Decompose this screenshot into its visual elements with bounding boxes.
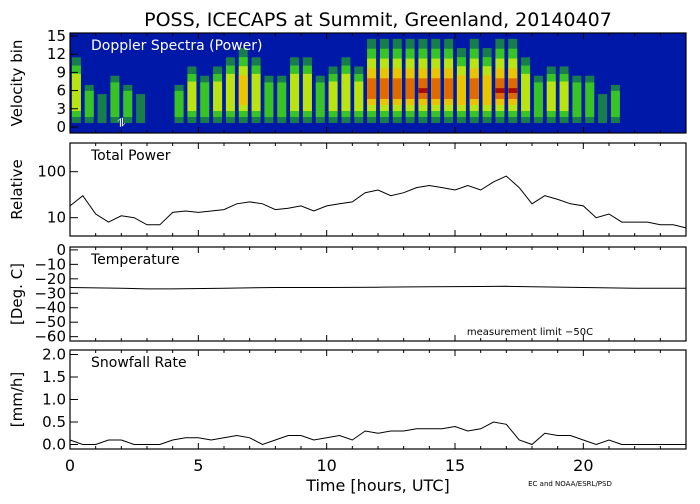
spectra-cell [418, 88, 428, 93]
spectra-cell [392, 78, 402, 99]
panel-label: Temperature [90, 252, 180, 268]
spectra-cell [585, 82, 595, 117]
y-tick-label: 1.5 [42, 368, 66, 386]
spectra-cell [290, 73, 300, 111]
x-tick-label: 0 [65, 456, 75, 475]
y-tick-label: 0 [56, 241, 66, 259]
y-tick-label: 9 [56, 63, 66, 81]
y-tick-label: 15 [47, 27, 66, 45]
spectra-cell [213, 81, 223, 111]
spectra-cell [225, 73, 235, 111]
spectra-cell [431, 78, 441, 99]
y-axis-label: [mm/h] [8, 372, 26, 428]
y-axis-label: [Deg. C] [8, 263, 26, 325]
y-tick-label: −10 [34, 255, 66, 273]
panel-label: Doppler Spectra (Power) [91, 38, 262, 54]
spectra-cell [187, 81, 197, 111]
y-tick-label: 0 [56, 118, 66, 136]
y-tick-label: −30 [34, 284, 66, 302]
data-line [69, 175, 687, 229]
spectra-cell [251, 73, 261, 111]
spectra-cell [84, 90, 94, 117]
spectra-cell [610, 90, 620, 117]
spectra-cell [264, 82, 274, 117]
spectra-cell [367, 78, 377, 99]
x-axis-label: Time [hours, UTC] [305, 476, 450, 495]
y-axis-label: Relative [8, 159, 26, 220]
y-tick-label: 6 [56, 82, 66, 100]
annotation: measurement limit −50C [467, 327, 593, 338]
spectra-cell [405, 78, 415, 99]
spectra-cell [97, 94, 107, 123]
y-tick-label: −40 [34, 299, 66, 317]
x-tick-label: 20 [573, 456, 593, 475]
spectra-cell [110, 82, 120, 117]
y-tick-label: −60 [34, 328, 66, 346]
y-tick-label: 2.0 [42, 346, 66, 364]
data-line [69, 285, 686, 290]
spectra-cell [341, 73, 351, 111]
spectra-cell [277, 82, 287, 117]
y-tick-label: 1.0 [42, 391, 66, 409]
spectra-cell [495, 88, 505, 93]
spectra-cell [238, 75, 248, 105]
x-tick-label: 5 [193, 456, 203, 475]
spectra-cell [200, 82, 210, 117]
spectra-cell [559, 81, 569, 111]
panel-label: Total Power [90, 148, 171, 164]
y-tick-label: 100 [37, 163, 66, 181]
data-line [69, 421, 686, 446]
spectra-cell [71, 73, 81, 111]
y-tick-label: −50 [34, 313, 66, 331]
spectra-cell [469, 78, 479, 99]
chart-title: POSS, ICECAPS at Summit, Greenland, 2014… [144, 9, 612, 31]
spectra-cell [521, 73, 531, 111]
x-tick-label: 15 [445, 456, 465, 475]
y-tick-label: 10 [47, 209, 66, 227]
spectra-cell [508, 88, 518, 93]
spectra-cell [354, 81, 364, 111]
spectra-cell [546, 81, 556, 111]
panel-label: Snowfall Rate [91, 355, 187, 371]
spectra-cell [379, 78, 389, 99]
y-tick-label: 0.5 [42, 413, 66, 431]
y-tick-label: 0.0 [42, 436, 66, 454]
spectra-cell [533, 82, 543, 117]
spectra-cell [302, 73, 312, 111]
spectra-cell [482, 75, 492, 105]
y-tick-label: 12 [47, 45, 66, 63]
spectra-cell [598, 94, 608, 123]
x-tick-label: 10 [316, 456, 336, 475]
spectra-cell [572, 82, 582, 117]
spectra-cell [123, 90, 133, 117]
spectra-cell [315, 82, 325, 117]
credit-text: EC and NOAA/ESRL/PSD [528, 480, 612, 488]
spectra-background [70, 33, 686, 133]
spectra-marker: ⥮ [117, 116, 126, 130]
y-tick-label: −20 [34, 270, 66, 288]
spectra-cell [444, 78, 454, 99]
spectra-cell [328, 81, 338, 111]
spectra-cell [456, 75, 466, 105]
y-tick-label: 3 [56, 100, 66, 118]
spectra-cell [174, 90, 184, 117]
spectra-cell [136, 94, 146, 123]
y-axis-label: Velocity bin [8, 40, 26, 127]
